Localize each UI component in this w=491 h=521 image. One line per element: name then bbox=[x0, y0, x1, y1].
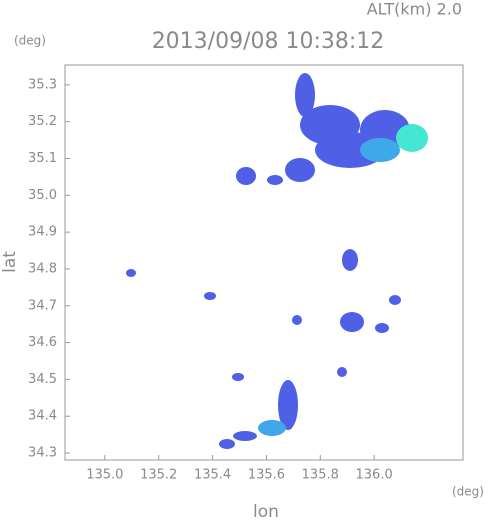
y-tick-label: 34.7 bbox=[28, 298, 57, 313]
y-tick-label: 35.2 bbox=[28, 114, 57, 129]
x-tick-label: 135.0 bbox=[86, 468, 123, 483]
y-unit: (deg) bbox=[14, 34, 46, 48]
chart-title: 2013/09/08 10:38:12 bbox=[152, 29, 385, 54]
x-tick-label: 135.2 bbox=[140, 468, 177, 483]
y-tick-label: 34.9 bbox=[28, 225, 57, 240]
altitude-label: ALT(km) 2.0 bbox=[367, 0, 462, 19]
x-tick-label: 135.8 bbox=[302, 468, 339, 483]
x-tick-label: 135.6 bbox=[248, 468, 285, 483]
x-unit: (deg) bbox=[452, 485, 484, 499]
y-tick-label: 34.5 bbox=[28, 372, 57, 387]
y-tick-label: 34.8 bbox=[28, 261, 57, 276]
x-tick-label: 136.0 bbox=[356, 468, 393, 483]
y-tick-label: 34.3 bbox=[28, 446, 57, 461]
y-tick-label: 34.6 bbox=[28, 335, 57, 350]
y-tick-label: 35.1 bbox=[28, 151, 57, 166]
y-tick-label: 35.0 bbox=[28, 188, 57, 203]
y-tick-label: 34.4 bbox=[28, 409, 57, 424]
x-axis-label: lon bbox=[253, 502, 279, 521]
radar-echoes bbox=[126, 73, 428, 449]
x-tick-label: 135.4 bbox=[194, 468, 231, 483]
y-axis-label: lat bbox=[0, 251, 20, 273]
plot-frame bbox=[64, 64, 464, 461]
y-tick-label: 35.3 bbox=[28, 77, 57, 92]
